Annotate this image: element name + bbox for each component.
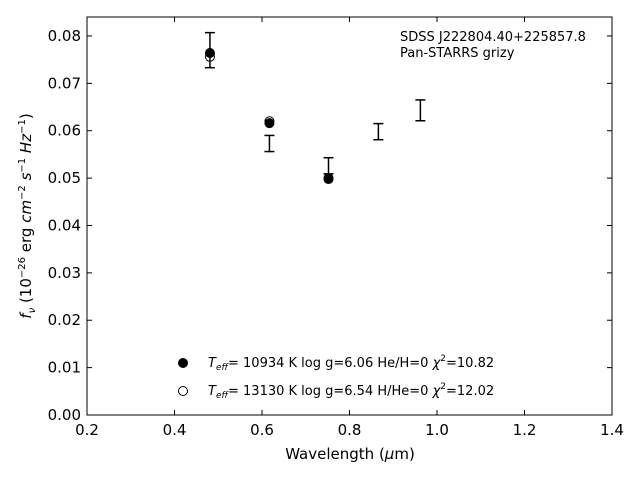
legend-marker-open bbox=[178, 386, 188, 396]
x-tick-label: 1.2 bbox=[513, 421, 537, 439]
y-tick-label: 0.04 bbox=[48, 216, 81, 234]
annotation-object: SDSS J222804.40+225857.8 bbox=[400, 30, 586, 45]
legend-marker-filled bbox=[178, 358, 188, 368]
y-tick-label: 0.05 bbox=[48, 169, 81, 187]
model-point-filled bbox=[204, 48, 215, 59]
error-bar bbox=[415, 99, 426, 122]
legend: Teff= 10934 K log g=6.06 He/H=0 χ2=10.82… bbox=[178, 354, 494, 401]
x-tick-label: 0.2 bbox=[75, 421, 99, 439]
y-tick-label: 0.02 bbox=[48, 311, 81, 329]
error-bar bbox=[373, 122, 384, 141]
y-tick-label: 0.01 bbox=[48, 359, 81, 377]
y-axis: 0.00 0.01 0.02 0.03 0.04 0.05 0.06 0.07 0.08 bbox=[48, 27, 612, 424]
y-tick-label: 0.07 bbox=[48, 74, 81, 92]
annotation-survey: Pan-STARRS grizy bbox=[400, 46, 515, 61]
x-axis: 0.2 0.4 0.6 0.8 1.0 1.2 1.4 bbox=[75, 17, 624, 439]
x-tick-label: 1.0 bbox=[425, 421, 449, 439]
y-tick-label: 0.03 bbox=[48, 264, 81, 282]
legend-entry-2: Teff= 13130 K log g=6.54 H/He=0 χ2=12.02 bbox=[208, 382, 494, 401]
y-tick-label: 0.08 bbox=[48, 27, 81, 45]
x-tick-label: 0.8 bbox=[338, 421, 362, 439]
model-point-open bbox=[204, 51, 215, 62]
model-points bbox=[204, 48, 334, 185]
x-tick-label: 1.4 bbox=[600, 421, 624, 439]
model-point-open bbox=[264, 116, 275, 127]
error-bar bbox=[264, 134, 275, 153]
model-point-open bbox=[323, 173, 334, 184]
legend-entry-1: Teff= 10934 K log g=6.06 He/H=0 χ2=10.82 bbox=[208, 354, 494, 373]
y-axis-label: fν (10−26 erg cm−2 s−1 Hz−1) bbox=[17, 113, 38, 318]
x-tick-label: 0.6 bbox=[250, 421, 274, 439]
y-tick-label: 0.00 bbox=[48, 406, 81, 424]
error-bar bbox=[323, 156, 334, 175]
y-tick-label: 0.06 bbox=[48, 122, 81, 140]
model-point-filled bbox=[264, 118, 275, 129]
observed-error-bars bbox=[204, 31, 426, 175]
x-axis-label: Wavelength (μm) bbox=[285, 445, 415, 463]
x-tick-label: 0.4 bbox=[163, 421, 187, 439]
